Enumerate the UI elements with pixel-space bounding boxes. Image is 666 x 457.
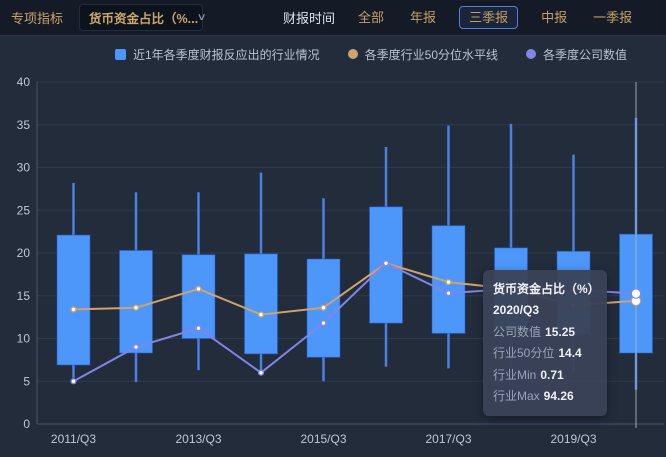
legend-item-label: 各季度行业50分位水平线 — [364, 47, 499, 62]
box-2015-q3[interactable] — [306, 198, 341, 382]
tooltip-row-value: 15.25 — [545, 324, 576, 339]
tab-q1[interactable]: 一季报 — [590, 7, 635, 28]
data-point[interactable] — [132, 304, 140, 311]
indicator-dropdown-value: 货币资金占比（%... — [89, 12, 199, 26]
data-point[interactable] — [445, 278, 452, 286]
tooltip-row-value: 0.71 — [540, 367, 564, 382]
data-point[interactable] — [257, 369, 265, 376]
toolbar: 专项指标 货币资金占比（%... ∨ 财报时间 全部 年报 三季报 中报 一季报 — [0, 0, 666, 36]
data-point[interactable] — [320, 320, 327, 327]
tooltip-title: 货币资金占比（%） — [493, 282, 600, 296]
box-2011-q3[interactable] — [56, 182, 91, 378]
box-2012-q3[interactable] — [119, 192, 153, 383]
svg-text:0: 0 — [23, 417, 30, 431]
y-axis-labels: 0 5 10 15 20 25 30 35 40 — [17, 75, 31, 431]
tooltip-row: 行业Min 0.71 — [493, 365, 597, 386]
chart-legend: 近1年各季度财报反应出的行业情况 各季度行业50分位水平线 各季度公司数值 — [38, 42, 666, 66]
legend-square-marker-icon — [114, 48, 126, 60]
svg-text:35: 35 — [17, 118, 31, 132]
svg-text:40: 40 — [17, 75, 31, 89]
box-2014-q3[interactable] — [244, 172, 278, 376]
box-2013-q3[interactable] — [181, 192, 216, 371]
svg-text:5: 5 — [23, 374, 30, 388]
data-point[interactable] — [382, 260, 390, 267]
tooltip-period: 2020/Q3 — [493, 303, 540, 318]
tooltip-row: 行业50分位 14.4 — [493, 343, 597, 364]
x-axis-labels: 2011/Q3 2013/Q3 2015/Q3 2017/Q3 2019/Q3 — [51, 432, 597, 446]
box-2016-q3[interactable] — [369, 146, 403, 367]
data-point[interactable] — [70, 306, 77, 313]
tooltip-row: 公司数值 15.25 — [493, 322, 597, 343]
axes — [36, 82, 664, 425]
tab-annual[interactable]: 年报 — [407, 7, 439, 28]
tab-interim[interactable]: 中报 — [538, 7, 570, 28]
legend-industry-median[interactable]: 各季度行业50分位水平线 — [347, 46, 499, 63]
report-period-tabs: 全部 年报 三季报 中报 一季报 — [355, 6, 635, 29]
tooltip-row-label: 公司数值 — [493, 324, 542, 339]
legend-dot-marker-icon — [526, 49, 537, 59]
tooltip-row-label: 行业50分位 — [493, 346, 555, 361]
tab-q3[interactable]: 三季报 — [459, 6, 519, 29]
svg-text:25: 25 — [17, 203, 31, 217]
data-point[interactable] — [132, 343, 140, 351]
svg-text:2019/Q3: 2019/Q3 — [550, 432, 596, 446]
chevron-down-icon: ∨ — [196, 12, 207, 23]
box-2017-q3[interactable] — [431, 125, 466, 369]
svg-text:2015/Q3: 2015/Q3 — [300, 432, 346, 446]
svg-text:2013/Q3: 2013/Q3 — [175, 432, 221, 446]
tab-all[interactable]: 全部 — [355, 7, 387, 28]
svg-text:20: 20 — [17, 246, 31, 260]
legend-dot-marker-icon — [347, 49, 358, 59]
tooltip-row: 行业Max 94.26 — [493, 386, 597, 407]
svg-text:2011/Q3: 2011/Q3 — [51, 432, 96, 446]
tooltip-row-label: 行业Max — [493, 389, 540, 404]
data-point[interactable] — [195, 325, 202, 332]
tooltip-row-label: 行业Min — [493, 367, 537, 382]
tooltip-row-value: 94.26 — [543, 389, 574, 404]
legend-industry-range[interactable]: 近1年各季度财报反应出的行业情况 — [114, 46, 320, 63]
chart-tooltip: 货币资金占比（%） 2020/Q3 公司数值 15.25 行业50分位 14.4 行业M… — [483, 270, 607, 416]
data-point[interactable] — [70, 378, 77, 385]
legend-company-value[interactable]: 各季度公司数值 — [526, 46, 627, 63]
report-time-label: 财报时间 — [283, 11, 336, 26]
legend-item-label: 各季度公司数值 — [543, 47, 628, 62]
indicator-dropdown[interactable]: 货币资金占比（%... ∨ — [79, 4, 207, 31]
data-point[interactable] — [445, 290, 452, 297]
indicator-label: 专项指标 — [11, 11, 64, 26]
data-point[interactable] — [195, 285, 202, 293]
tooltip-row-value: 14.4 — [558, 346, 582, 361]
data-point[interactable] — [257, 311, 265, 318]
svg-text:10: 10 — [17, 332, 31, 346]
legend-item-label: 近1年各季度财报反应出的行业情况 — [132, 47, 320, 62]
svg-text:30: 30 — [17, 161, 31, 175]
tooltip-rows: 公司数值 15.25 行业50分位 14.4 行业Min 0.71 行业Max 94.26 — [493, 322, 597, 408]
svg-text:15: 15 — [17, 289, 31, 303]
svg-text:2017/Q3: 2017/Q3 — [425, 432, 471, 446]
highlight-company-point[interactable] — [630, 288, 642, 299]
data-point[interactable] — [320, 304, 327, 311]
